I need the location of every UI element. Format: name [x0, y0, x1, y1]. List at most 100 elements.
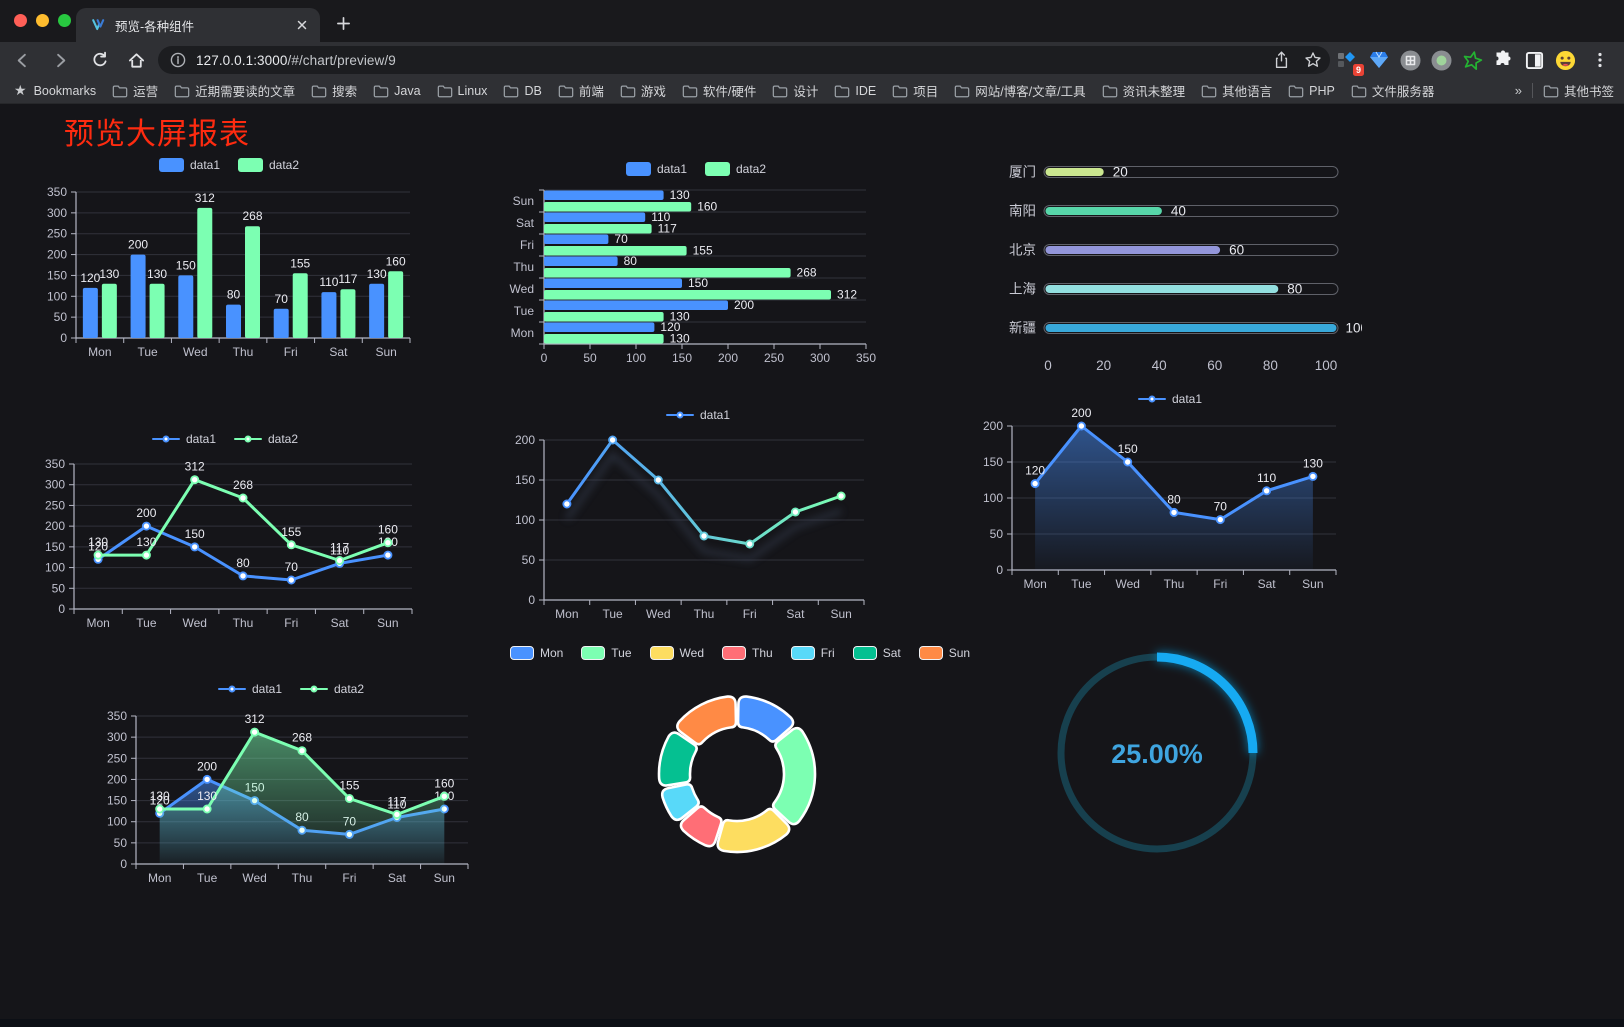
tab-favicon — [92, 19, 105, 31]
chart-horizontal-bar[interactable]: data1 data2 Mon Tue Wed Thu Fri Sat Sun 0 50 100 150… — [498, 150, 894, 374]
folder-icon — [1351, 84, 1367, 97]
legend-marker — [665, 411, 694, 419]
bookmark-folder[interactable]: 搜索 — [311, 81, 357, 100]
bookmark-folder[interactable]: Java — [373, 84, 421, 98]
other-bookmarks-folder[interactable]: 其他书签 — [1543, 81, 1614, 100]
record-extension-icon[interactable] — [1429, 48, 1453, 72]
home-icon[interactable] — [124, 48, 148, 72]
svg-text:Sun: Sun — [830, 607, 851, 621]
new-tab-button[interactable] — [330, 10, 356, 36]
svg-text:20: 20 — [1113, 165, 1128, 180]
bookmark-folder[interactable]: IDE — [834, 84, 876, 98]
browser-menu-kebab-icon[interactable] — [1588, 48, 1612, 72]
monkey-extension-icon[interactable] — [1398, 48, 1422, 72]
chart-line-gradient[interactable]: data1 0 50 100 150 200 Mon Tue Wed Thu Fri Sat Sun — [502, 396, 894, 632]
bookmark-folder[interactable]: 网站/博客/文章/工具 — [954, 81, 1086, 100]
bookmarks-label[interactable]: Bookmarks — [33, 83, 97, 98]
forward-icon[interactable] — [48, 48, 72, 72]
url-text[interactable]: 127.0.0.1:3000/#/chart/preview/9 — [196, 52, 396, 68]
bookmark-folder[interactable]: 项目 — [892, 81, 938, 100]
chart-line-area[interactable]: data1 0 50 100 150 200 Mon Tue Wed Thu Fri Sat Sun 12… — [982, 384, 1358, 600]
legend-item[interactable]: Fri — [790, 646, 835, 660]
svg-text:Fri: Fri — [284, 616, 298, 630]
split-screen-extension-icon[interactable] — [1522, 48, 1546, 72]
emoji-extension-icon[interactable] — [1553, 48, 1577, 72]
bookmark-folder[interactable]: 近期需要读的文章 — [174, 81, 295, 100]
gem-extension-icon[interactable] — [1367, 48, 1391, 72]
folder-icon — [773, 84, 788, 97]
folder-icon — [504, 84, 519, 97]
svg-text:250: 250 — [764, 351, 784, 365]
tab-close-icon[interactable] — [294, 17, 310, 33]
bookmark-folder[interactable]: PHP — [1288, 84, 1335, 98]
svg-text:150: 150 — [107, 794, 127, 808]
bookmarks-star-icon[interactable]: ★ — [14, 82, 27, 98]
svg-text:70: 70 — [614, 232, 628, 246]
svg-text:200: 200 — [136, 506, 156, 520]
svg-text:155: 155 — [281, 525, 301, 539]
proxy-extension-icon[interactable]: 9 — [1334, 48, 1364, 76]
legend-item[interactable]: data2 — [705, 162, 766, 176]
bookmark-folder[interactable]: 前端 — [558, 81, 604, 100]
minimize-window-button[interactable] — [36, 14, 49, 27]
legend-item[interactable]: data2 — [238, 158, 299, 172]
legend-item[interactable]: data2 — [234, 432, 298, 446]
legend-item[interactable]: Sat — [852, 646, 901, 660]
legend-item[interactable]: Wed — [649, 646, 704, 660]
legend-marker — [722, 646, 746, 660]
svg-text:Thu: Thu — [233, 345, 254, 359]
zoom-window-button[interactable] — [58, 14, 71, 27]
legend-marker — [581, 646, 606, 660]
bookmark-folder[interactable]: DB — [503, 84, 542, 98]
chart-line-area-two-series[interactable]: data1 data2 0 50 100 150 200 250 300 350 Mon Tue Wed… — [88, 672, 494, 894]
bookmarks-overflow-chevron[interactable]: » — [1514, 83, 1522, 98]
back-icon[interactable] — [10, 48, 34, 72]
site-info-icon[interactable] — [170, 52, 186, 68]
svg-text:80: 80 — [227, 288, 241, 302]
chart-gauge-progress[interactable]: 25.00% — [1038, 636, 1278, 876]
extensions-puzzle-icon[interactable] — [1491, 48, 1515, 72]
chart-city-progress[interactable]: 厦门 20 南阳 40 北京 60 上海 80 新疆 100 0 20 40 60 80 100 — [982, 150, 1368, 390]
legend-item[interactable]: Mon — [509, 646, 563, 660]
chart-donut[interactable]: Mon Tue Wed Thu Fri Sat Sun — [509, 632, 970, 886]
svg-text:80: 80 — [1287, 282, 1302, 297]
bookmark-folder[interactable]: 游戏 — [620, 81, 666, 100]
legend-item[interactable]: data1 — [217, 682, 282, 696]
legend-item[interactable]: data1 — [665, 408, 730, 422]
close-window-button[interactable] — [14, 14, 27, 27]
bookmark-folder[interactable]: 文件服务器 — [1351, 81, 1434, 100]
chart-grouped-bar[interactable]: data1 data2 0 50 100 150 200 250 300 350 Mon Tue Wed… — [36, 148, 422, 370]
svg-text:Sat: Sat — [516, 216, 535, 230]
legend-item[interactable]: data2 — [300, 682, 364, 696]
reload-icon[interactable] — [88, 48, 112, 72]
svg-text:117: 117 — [330, 541, 349, 555]
bookmark-star-icon[interactable] — [1304, 51, 1322, 69]
legend-marker — [217, 685, 246, 693]
legend-item[interactable]: Tue — [581, 646, 632, 660]
legend-item[interactable]: data1 — [625, 162, 687, 176]
svg-text:0: 0 — [541, 351, 548, 365]
svg-text:120: 120 — [80, 271, 100, 285]
legend-item[interactable]: data1 — [151, 432, 216, 446]
chart-line-two-series[interactable]: data1 data2 0 50 100 150 200 250 300 350 Mon Tue Wed… — [28, 422, 422, 639]
legend-item[interactable]: data1 — [1137, 392, 1202, 406]
bookmark-folder[interactable]: Linux — [437, 84, 487, 98]
legend-item[interactable]: Sun — [918, 646, 970, 660]
bookmark-folder[interactable]: 其他语言 — [1201, 81, 1272, 100]
bookmark-folder[interactable]: 资讯未整理 — [1102, 81, 1185, 100]
svg-text:350: 350 — [45, 457, 65, 471]
svg-text:117: 117 — [387, 795, 406, 809]
svg-text:150: 150 — [983, 455, 1003, 469]
folder-icon — [558, 84, 574, 97]
share-icon[interactable] — [1273, 51, 1290, 69]
bookmark-folder[interactable]: 设计 — [772, 81, 818, 100]
legend-item[interactable]: Thu — [722, 646, 773, 660]
browser-tab[interactable]: 预览-各种组件 — [76, 8, 320, 42]
bookmark-folder[interactable]: 运营 — [112, 81, 158, 100]
green-star-extension-icon[interactable] — [1460, 48, 1484, 72]
address-bar[interactable]: 127.0.0.1:3000/#/chart/preview/9 — [158, 46, 1330, 74]
legend-item[interactable]: data1 — [158, 158, 220, 172]
svg-text:268: 268 — [292, 731, 312, 745]
bookmark-folder[interactable]: 软件/硬件 — [682, 81, 756, 100]
tab-strip: 预览-各种组件 — [0, 0, 1624, 42]
